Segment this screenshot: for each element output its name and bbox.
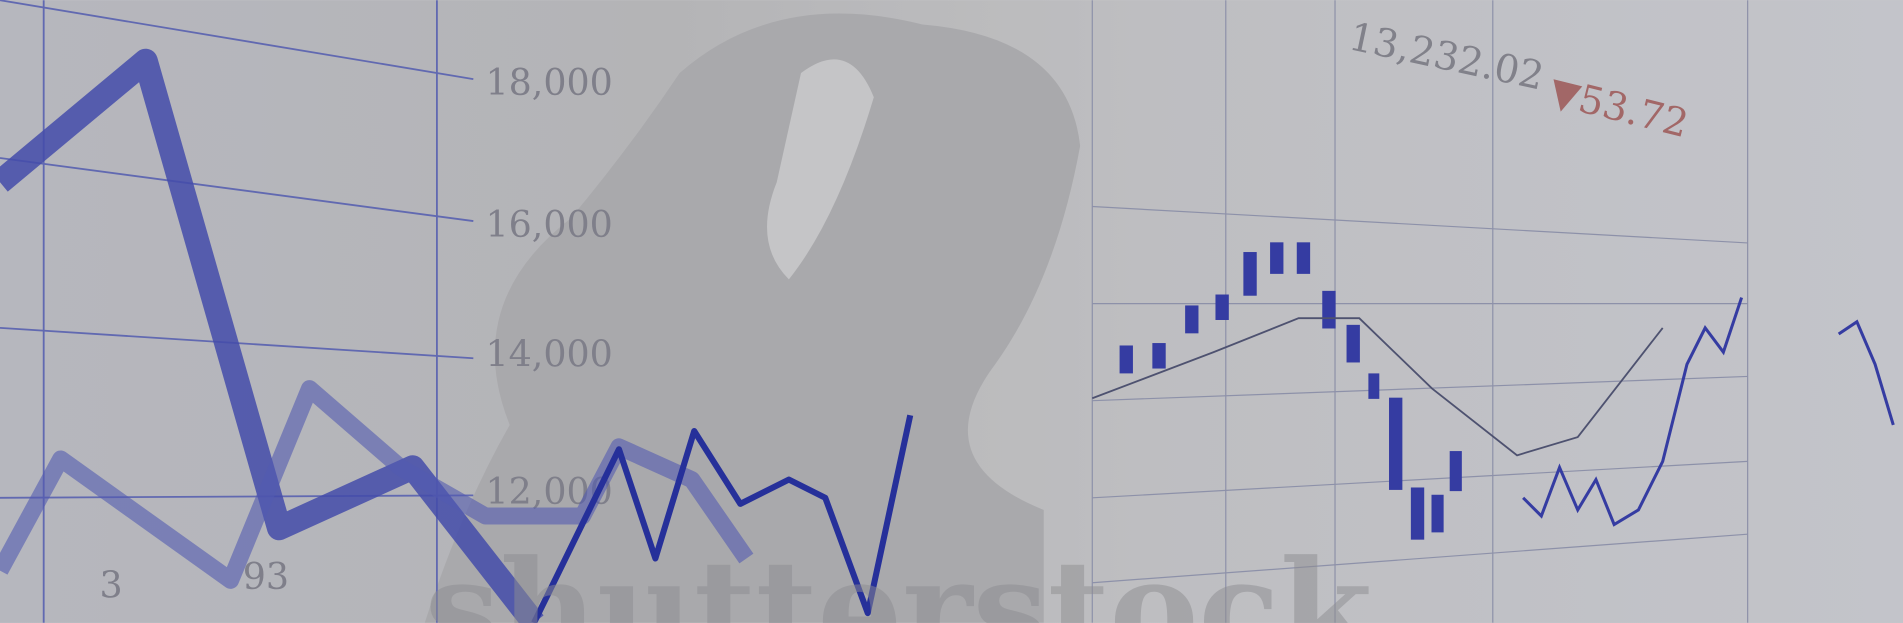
moving-average [1091,317,1664,457]
axis-label: 18,000 [485,61,612,104]
right-grid [1091,0,1749,623]
watermark: shutterstock [425,532,1375,623]
trend-line [0,48,544,623]
candles [1119,242,1462,540]
axis-label: 16,000 [485,203,612,246]
trend-line [531,414,914,623]
trend-line [0,380,754,589]
price-line [1522,297,1744,527]
axis-label: 14,000 [485,333,612,376]
axis-labels: 18,000 16,000 14,000 12,000 3 93 [100,61,613,606]
map-sea [767,59,874,280]
bottom-label: 3 [100,563,123,606]
map-shape [424,13,1081,623]
price-line [1837,319,1895,426]
bottom-label: 93 [243,555,289,598]
